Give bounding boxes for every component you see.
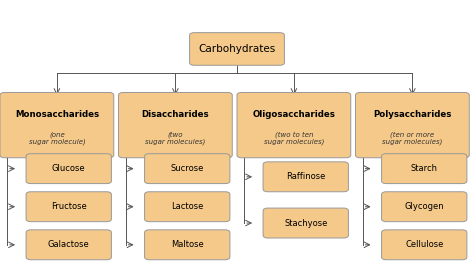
Text: Monosaccharides: Monosaccharides xyxy=(15,110,99,119)
FancyBboxPatch shape xyxy=(356,92,469,158)
Text: Carbohydrates: Carbohydrates xyxy=(199,44,275,54)
Text: Fructose: Fructose xyxy=(51,202,87,211)
Text: (one
sugar molecule): (one sugar molecule) xyxy=(28,131,85,145)
FancyBboxPatch shape xyxy=(263,162,348,192)
FancyBboxPatch shape xyxy=(263,208,348,238)
Text: (ten or more
sugar molecules): (ten or more sugar molecules) xyxy=(382,131,443,145)
FancyBboxPatch shape xyxy=(26,192,111,222)
FancyBboxPatch shape xyxy=(382,230,467,260)
Text: Galactose: Galactose xyxy=(48,240,90,249)
Text: Polysaccharides: Polysaccharides xyxy=(373,110,452,119)
FancyBboxPatch shape xyxy=(190,33,284,65)
FancyBboxPatch shape xyxy=(26,154,111,184)
Text: Glucose: Glucose xyxy=(52,164,85,173)
Text: Cellulose: Cellulose xyxy=(405,240,443,249)
FancyBboxPatch shape xyxy=(118,92,232,158)
FancyBboxPatch shape xyxy=(382,154,467,184)
FancyBboxPatch shape xyxy=(145,230,230,260)
Text: Raffinose: Raffinose xyxy=(286,172,326,181)
FancyBboxPatch shape xyxy=(145,192,230,222)
Text: Sucrose: Sucrose xyxy=(171,164,204,173)
Text: Oligosaccharides: Oligosaccharides xyxy=(253,110,335,119)
Text: Maltose: Maltose xyxy=(171,240,204,249)
Text: Stachyose: Stachyose xyxy=(284,218,328,228)
FancyBboxPatch shape xyxy=(382,192,467,222)
Text: Starch: Starch xyxy=(411,164,438,173)
FancyBboxPatch shape xyxy=(145,154,230,184)
FancyBboxPatch shape xyxy=(26,230,111,260)
Text: (two to ten
sugar molecules): (two to ten sugar molecules) xyxy=(264,131,324,145)
Text: Disaccharides: Disaccharides xyxy=(142,110,209,119)
Text: Lactose: Lactose xyxy=(171,202,203,211)
Text: (two
sugar molecules): (two sugar molecules) xyxy=(145,131,206,145)
FancyBboxPatch shape xyxy=(237,92,351,158)
Text: Glycogen: Glycogen xyxy=(404,202,444,211)
FancyBboxPatch shape xyxy=(0,92,114,158)
